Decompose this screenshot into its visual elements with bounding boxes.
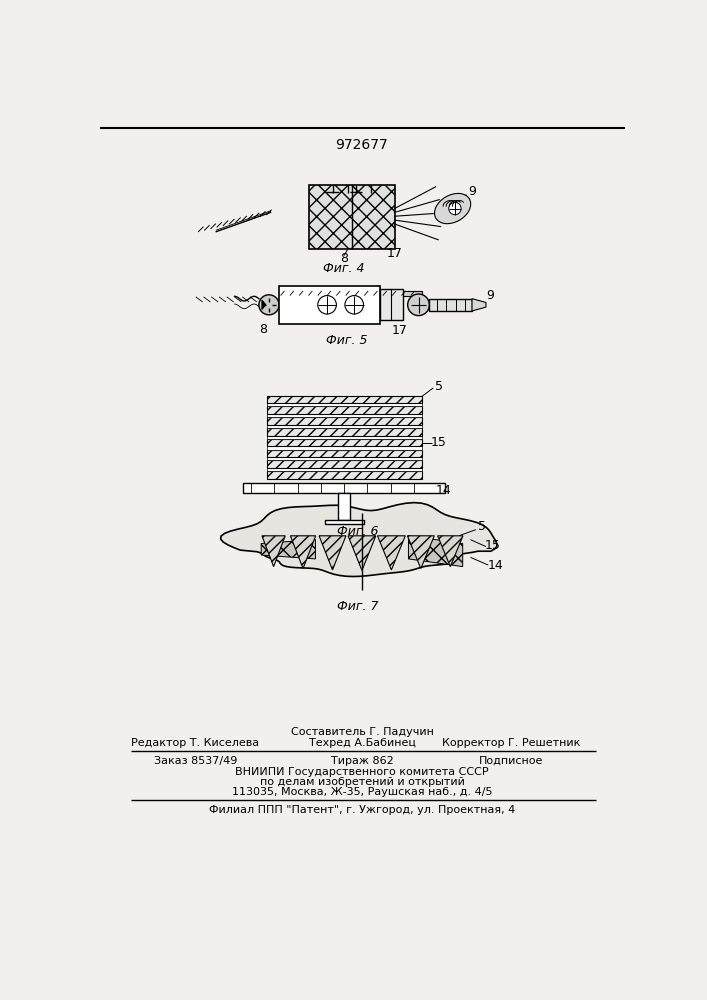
Bar	[267, 457, 421, 460]
Text: Корректор Г. Решетник: Корректор Г. Решетник	[442, 738, 580, 748]
Text: 17: 17	[387, 247, 402, 260]
Circle shape	[408, 294, 429, 316]
Bar	[267, 460, 421, 468]
Bar	[267, 425, 421, 428]
Polygon shape	[221, 503, 497, 577]
Text: Техред А.Бабинец: Техред А.Бабинец	[308, 738, 416, 748]
Text: Фиг. 7: Фиг. 7	[337, 600, 379, 613]
Circle shape	[345, 296, 363, 314]
Bar	[325, 520, 363, 524]
Text: 15: 15	[484, 539, 500, 552]
Text: Филиал ППП "Патент", г. Ужгород, ул. Проектная, 4: Филиал ППП "Патент", г. Ужгород, ул. Про…	[209, 805, 515, 815]
Text: 15: 15	[431, 436, 447, 449]
Polygon shape	[348, 536, 376, 570]
Bar	[267, 396, 421, 403]
Bar	[279, 286, 380, 324]
Bar	[380, 289, 403, 320]
Bar	[279, 291, 422, 296]
Bar	[338, 493, 351, 520]
Circle shape	[317, 296, 337, 314]
Polygon shape	[291, 536, 316, 569]
Bar	[267, 417, 421, 425]
Bar	[267, 468, 421, 471]
Circle shape	[449, 202, 461, 215]
Text: 14: 14	[436, 484, 451, 497]
Polygon shape	[319, 536, 346, 570]
Text: по делам изобретений и открытий: по делам изобретений и открытий	[259, 777, 464, 787]
Text: 972677: 972677	[336, 138, 388, 152]
Text: Составитель Г. Падучин: Составитель Г. Падучин	[291, 727, 433, 737]
Text: Фиг. 6: Фиг. 6	[337, 525, 379, 538]
Bar	[267, 414, 421, 417]
Bar	[267, 446, 421, 450]
Text: Редактор Т. Киселева: Редактор Т. Киселева	[132, 738, 259, 748]
Text: 14: 14	[487, 559, 503, 572]
Bar	[267, 471, 421, 479]
Polygon shape	[261, 540, 315, 559]
Text: Тираж 862: Тираж 862	[331, 756, 393, 766]
Polygon shape	[409, 536, 462, 567]
Text: Заказ 8537/49: Заказ 8537/49	[153, 756, 237, 766]
Text: 113035, Москва, Ж-35, Раушская наб., д. 4/5: 113035, Москва, Ж-35, Раушская наб., д. …	[232, 787, 492, 797]
Polygon shape	[262, 300, 266, 309]
Bar	[267, 428, 421, 436]
Bar	[267, 450, 421, 457]
Text: Фиг. 5: Фиг. 5	[326, 334, 367, 347]
Bar	[243, 483, 445, 493]
Polygon shape	[378, 536, 405, 570]
Text: 9: 9	[468, 185, 476, 198]
Text: 8: 8	[259, 323, 267, 336]
Polygon shape	[262, 300, 266, 309]
Circle shape	[259, 295, 279, 315]
Text: 17: 17	[391, 324, 407, 337]
Polygon shape	[407, 536, 434, 569]
Polygon shape	[438, 536, 463, 567]
Bar	[267, 436, 421, 439]
Ellipse shape	[435, 193, 471, 224]
Text: Подписное: Подписное	[479, 756, 543, 766]
Text: 8: 8	[340, 252, 348, 265]
Text: ВНИИПИ Государственного комитета СССР: ВНИИПИ Государственного комитета СССР	[235, 767, 489, 777]
Polygon shape	[472, 299, 486, 311]
Text: Фиг. 4: Фиг. 4	[323, 262, 365, 275]
Bar	[267, 403, 421, 406]
Text: 5: 5	[435, 380, 443, 393]
Bar	[267, 439, 421, 446]
Bar	[309, 185, 395, 249]
Bar	[267, 406, 421, 414]
Text: 5: 5	[478, 520, 486, 533]
Polygon shape	[262, 536, 285, 567]
Text: 9: 9	[486, 289, 493, 302]
Bar	[429, 299, 472, 311]
